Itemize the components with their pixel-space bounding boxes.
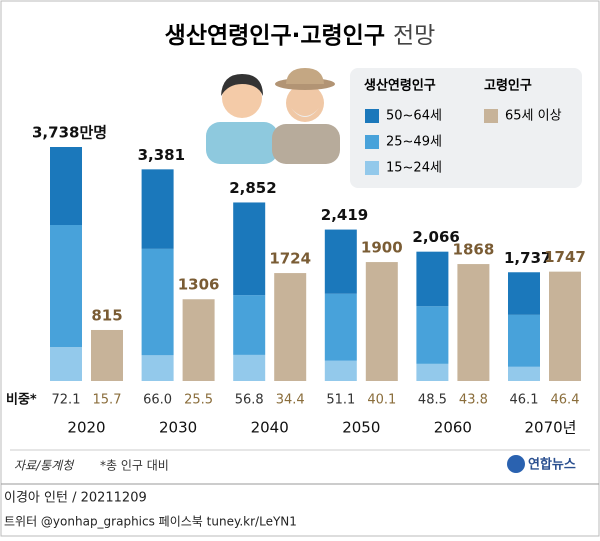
bar bbox=[365, 262, 398, 381]
x-tick-label: 2050 bbox=[342, 419, 380, 437]
total-label: 1,737 bbox=[504, 249, 551, 267]
total-label: 2,852 bbox=[229, 179, 276, 197]
share-label: 40.1 bbox=[367, 393, 396, 408]
social: 트위터 @yonhap_graphics 페이스북 tuney.kr/LeYN1 bbox=[4, 515, 297, 529]
value-label: 1306 bbox=[178, 276, 220, 294]
share-label: 15.7 bbox=[93, 393, 122, 408]
credit: 이경아 인턴 / 20211209 bbox=[4, 491, 147, 506]
title-suffix: 전망 bbox=[393, 23, 435, 49]
value-label: 1900 bbox=[361, 239, 403, 257]
bar bbox=[91, 329, 123, 381]
share-label: 66.0 bbox=[143, 393, 172, 408]
logo: 연합뉴스 bbox=[528, 457, 576, 473]
bar-segment bbox=[508, 272, 540, 315]
share-label: 72.1 bbox=[52, 393, 81, 408]
bar bbox=[549, 271, 581, 381]
x-tick-label: 2070년 bbox=[525, 419, 577, 437]
bar-segment bbox=[324, 293, 357, 361]
share-label: 43.8 bbox=[459, 393, 488, 408]
bar bbox=[182, 299, 215, 381]
x-tick-label: 2020 bbox=[67, 419, 105, 437]
bar-segment bbox=[508, 314, 540, 367]
share-title: 비중* bbox=[6, 393, 37, 408]
value-label: 815 bbox=[91, 306, 122, 324]
legend-label: 25~49세 bbox=[386, 135, 442, 150]
share-label: 46.1 bbox=[510, 393, 539, 408]
source: 자료/통계청 bbox=[14, 459, 75, 473]
share-label: 46.4 bbox=[551, 393, 580, 408]
bar-segment bbox=[233, 354, 266, 381]
x-tick-label: 2030 bbox=[159, 419, 197, 437]
total-label: 3,738만명 bbox=[32, 124, 107, 142]
chart-title: 생산연령인구·고령인구 전망 bbox=[165, 23, 436, 49]
bar-segment bbox=[141, 355, 174, 381]
bar-segment bbox=[324, 360, 357, 381]
x-tick-label: 2040 bbox=[251, 419, 289, 437]
share-label: 34.4 bbox=[276, 393, 305, 408]
legend-swatch bbox=[365, 109, 379, 123]
legend-box bbox=[350, 68, 582, 188]
share-label: 25.5 bbox=[184, 393, 213, 408]
legend-group: 생산연령인구 bbox=[364, 78, 436, 94]
total-label: 3,381 bbox=[138, 146, 185, 164]
share-label: 56.8 bbox=[235, 393, 264, 408]
legend-group: 고령인구 bbox=[484, 78, 532, 94]
legend-swatch bbox=[484, 109, 498, 123]
bar-segment bbox=[50, 347, 82, 381]
bar-segment bbox=[416, 363, 449, 381]
bar bbox=[457, 264, 490, 381]
bar-segment bbox=[416, 251, 449, 307]
value-label: 1868 bbox=[453, 241, 495, 259]
title-main: 생산연령인구·고령인구 bbox=[165, 23, 385, 49]
legend-label: 15~24세 bbox=[386, 161, 442, 176]
footnote: *총 인구 대비 bbox=[100, 459, 169, 473]
logo-mark bbox=[507, 455, 525, 473]
value-label: 1747 bbox=[544, 248, 586, 266]
bar-segment bbox=[324, 229, 357, 294]
bar-segment bbox=[233, 202, 266, 296]
bar-segment bbox=[50, 225, 82, 348]
bar-segment bbox=[141, 248, 174, 356]
share-label: 51.1 bbox=[326, 393, 355, 408]
bar-segment bbox=[50, 147, 82, 226]
legend-label: 50~64세 bbox=[386, 109, 442, 124]
share-label: 48.5 bbox=[418, 393, 447, 408]
bar bbox=[274, 273, 307, 381]
legend: 생산연령인구 고령인구 50~64세 25~49세 15~24세 65세 이상 bbox=[364, 78, 562, 176]
people-illustration bbox=[206, 68, 340, 164]
total-label: 2,066 bbox=[412, 228, 459, 246]
legend-swatch bbox=[365, 161, 379, 175]
total-label: 2,419 bbox=[321, 206, 368, 224]
bar-segment bbox=[416, 306, 449, 364]
legend-swatch bbox=[365, 135, 379, 149]
bar-segment bbox=[233, 295, 266, 355]
x-tick-label: 2060 bbox=[434, 419, 472, 437]
value-label: 1724 bbox=[269, 250, 311, 268]
bar-segment bbox=[141, 169, 174, 249]
bar-segment bbox=[508, 366, 540, 381]
legend-label: 65세 이상 bbox=[505, 109, 562, 124]
